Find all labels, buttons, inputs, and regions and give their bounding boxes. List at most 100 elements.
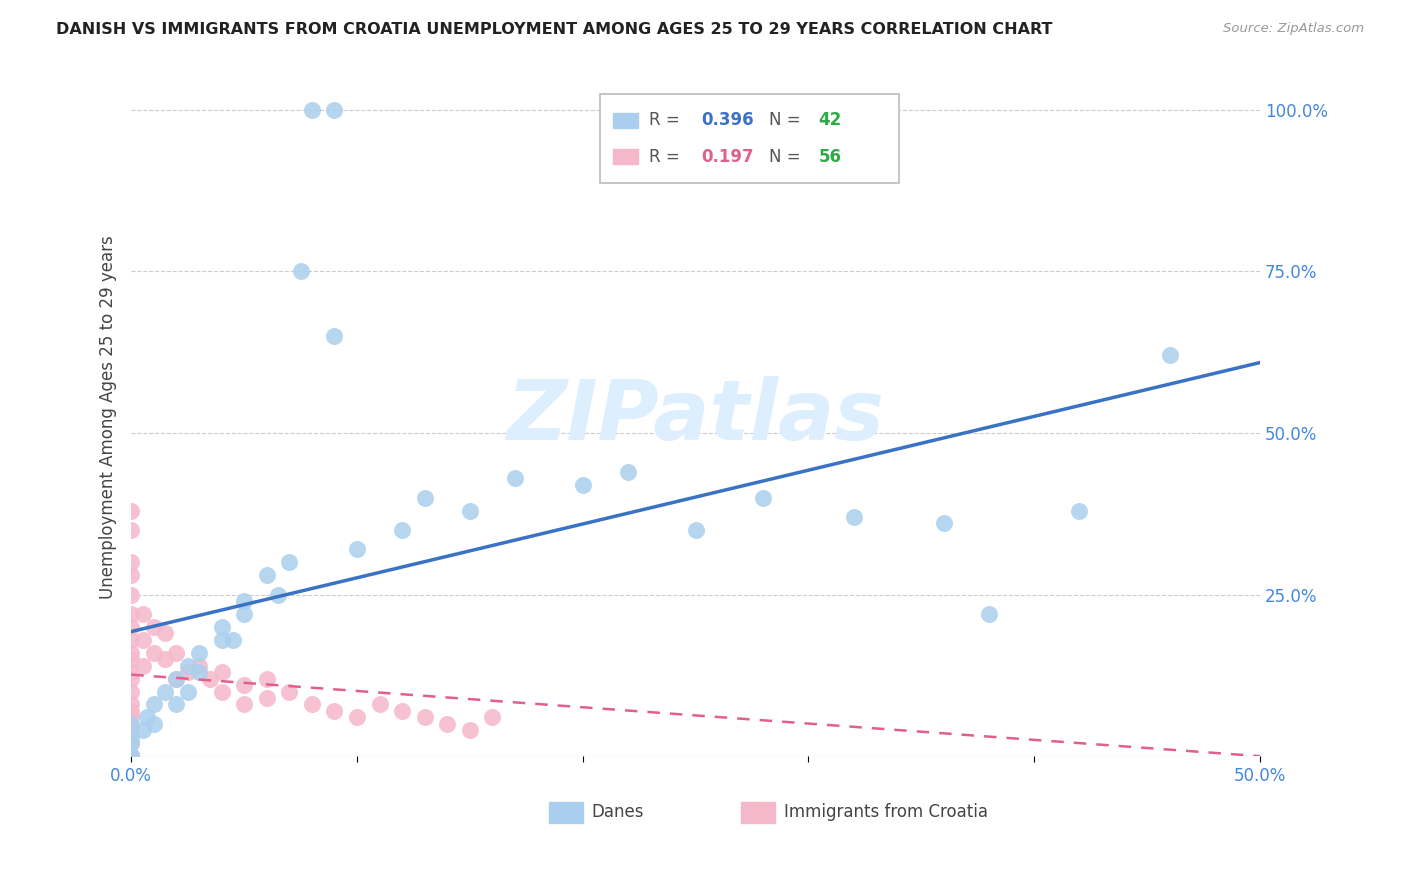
Point: [120, 684, 142, 698]
Y-axis label: Unemployment Among Ages 25 to 29 years: Unemployment Among Ages 25 to 29 years: [100, 235, 117, 599]
Point: [188, 646, 211, 660]
Point: [120, 749, 142, 764]
Text: ZIPatlas: ZIPatlas: [506, 376, 884, 458]
Point: [233, 607, 256, 621]
Text: Immigrants from Croatia: Immigrants from Croatia: [783, 803, 987, 821]
Point: [165, 646, 187, 660]
Point: [120, 723, 142, 738]
Point: [120, 749, 142, 764]
Point: [188, 665, 211, 680]
FancyBboxPatch shape: [548, 802, 582, 822]
Point: [278, 555, 301, 569]
Point: [120, 730, 142, 744]
Point: [176, 665, 198, 680]
Point: [120, 749, 142, 764]
Point: [200, 672, 222, 686]
Point: [165, 672, 187, 686]
Point: [153, 652, 176, 666]
Point: [222, 632, 245, 647]
Point: [120, 646, 142, 660]
Point: [136, 710, 159, 724]
Point: [368, 698, 391, 712]
Text: 42: 42: [818, 112, 842, 129]
Point: [617, 465, 640, 479]
Point: [120, 716, 142, 731]
Point: [120, 503, 142, 517]
Point: [267, 588, 290, 602]
Text: R =: R =: [650, 112, 685, 129]
Point: [571, 477, 593, 491]
Point: [1069, 503, 1091, 517]
Point: [120, 749, 142, 764]
Text: DANISH VS IMMIGRANTS FROM CROATIA UNEMPLOYMENT AMONG AGES 25 TO 29 YEARS CORRELA: DANISH VS IMMIGRANTS FROM CROATIA UNEMPL…: [56, 22, 1053, 37]
Point: [131, 658, 153, 673]
Point: [290, 264, 312, 278]
Text: Danes: Danes: [592, 803, 644, 821]
Point: [120, 749, 142, 764]
Point: [120, 588, 142, 602]
Point: [120, 698, 142, 712]
FancyBboxPatch shape: [613, 149, 638, 164]
Point: [211, 620, 233, 634]
Point: [120, 736, 142, 750]
Point: [256, 672, 278, 686]
Point: [120, 710, 142, 724]
Point: [323, 329, 346, 343]
Point: [346, 710, 368, 724]
Text: N =: N =: [769, 112, 806, 129]
Point: [120, 555, 142, 569]
Text: 56: 56: [818, 148, 842, 166]
Point: [165, 698, 187, 712]
Point: [301, 698, 323, 712]
Point: [323, 103, 346, 117]
Point: [346, 542, 368, 557]
Point: [120, 736, 142, 750]
Point: [120, 632, 142, 647]
Point: [120, 523, 142, 537]
Point: [278, 684, 301, 698]
Point: [256, 691, 278, 706]
Point: [142, 620, 165, 634]
Point: [391, 523, 413, 537]
Point: [323, 704, 346, 718]
Text: R =: R =: [650, 148, 685, 166]
Point: [977, 607, 1000, 621]
Point: [503, 471, 526, 485]
Point: [176, 658, 198, 673]
Point: [436, 716, 458, 731]
FancyBboxPatch shape: [741, 802, 775, 822]
Point: [391, 704, 413, 718]
Point: [142, 646, 165, 660]
Point: [413, 710, 436, 724]
Point: [842, 510, 865, 524]
Point: [233, 594, 256, 608]
Point: [131, 607, 153, 621]
Point: [211, 632, 233, 647]
Point: [120, 665, 142, 680]
Point: [120, 652, 142, 666]
Point: [120, 704, 142, 718]
Point: [211, 684, 233, 698]
Point: [131, 723, 153, 738]
Point: [153, 684, 176, 698]
Point: [188, 658, 211, 673]
Point: [211, 665, 233, 680]
Point: [120, 607, 142, 621]
Point: [142, 698, 165, 712]
Point: [752, 491, 775, 505]
Point: [301, 103, 323, 117]
Point: [120, 620, 142, 634]
Point: [120, 749, 142, 764]
Point: [256, 568, 278, 582]
Text: 0.197: 0.197: [702, 148, 754, 166]
Point: [120, 749, 142, 764]
Text: Source: ZipAtlas.com: Source: ZipAtlas.com: [1223, 22, 1364, 36]
Point: [120, 749, 142, 764]
Point: [120, 749, 142, 764]
Point: [120, 749, 142, 764]
Text: N =: N =: [769, 148, 806, 166]
Point: [176, 684, 198, 698]
Text: 0.396: 0.396: [702, 112, 754, 129]
Point: [1159, 348, 1181, 362]
Point: [153, 626, 176, 640]
